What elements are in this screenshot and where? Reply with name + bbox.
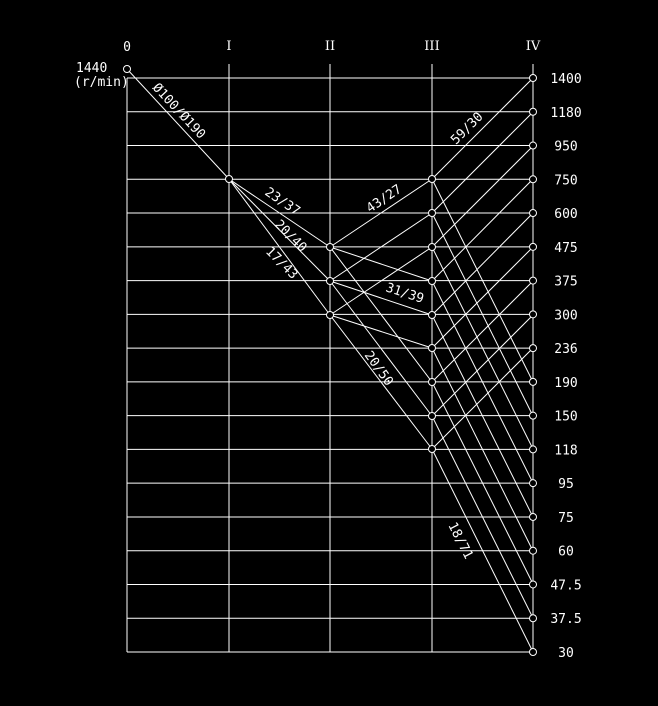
output-node <box>529 74 537 82</box>
speed-label: 375 <box>554 275 577 290</box>
output-node <box>529 242 537 251</box>
ray-II-III-2 <box>329 246 433 282</box>
ray-III-IV-down-2 <box>431 212 534 417</box>
output-node <box>529 175 537 184</box>
output-node <box>529 614 537 623</box>
ray-III-IV-down-3 <box>431 246 534 450</box>
ray-I-II-b <box>228 178 331 282</box>
ray-III-IV-up-7 <box>431 280 534 383</box>
ray-I-II-c <box>228 178 331 316</box>
node-I <box>225 175 233 183</box>
output-node <box>529 479 537 488</box>
node-III-2 <box>428 209 436 217</box>
output-node <box>529 377 537 386</box>
node-input <box>123 65 131 73</box>
axis-label-IV: IV <box>526 39 541 54</box>
speed-label: 1180 <box>550 106 581 121</box>
speed-label: 600 <box>554 207 577 222</box>
speed-label: 300 <box>554 308 577 323</box>
ray-III-IV-down-1 <box>431 178 534 383</box>
ray-II-III-1 <box>329 178 433 248</box>
speed-label: 1400 <box>550 72 581 87</box>
ray-III-IV-up-4 <box>431 178 534 282</box>
speed-label: 750 <box>554 173 577 188</box>
output-node <box>529 512 537 521</box>
speed-label: 60 <box>558 545 574 560</box>
ray-II-III-8 <box>329 314 433 349</box>
ratio-label-59-30: 59/30 <box>448 110 486 148</box>
ray-III-IV-up-6 <box>431 246 534 349</box>
node-III-7 <box>428 378 436 386</box>
node-III-8 <box>428 412 436 420</box>
ray-III-IV-up-5 <box>431 212 534 316</box>
speed-label: 95 <box>558 477 574 492</box>
output-node <box>529 580 537 589</box>
axis-label-I: I <box>226 39 231 54</box>
node-III-6 <box>428 344 436 352</box>
ray-III-IV-up-8 <box>431 314 534 417</box>
ray-II-III-7 <box>329 246 433 316</box>
transmission-lines <box>126 68 534 653</box>
ray-III-IV-down-8 <box>431 415 534 619</box>
speed-label: 118 <box>554 443 577 458</box>
ray-III-IV-down-9 <box>431 448 534 653</box>
node-III-1 <box>428 175 436 183</box>
output-node <box>529 107 537 116</box>
speed-grid <box>126 64 534 652</box>
speed-label: 236 <box>554 342 577 357</box>
node-II-1 <box>326 243 334 251</box>
node-III-9 <box>428 445 436 453</box>
ray-pulley <box>126 68 230 180</box>
speed-nodes <box>123 65 436 453</box>
output-nodes <box>529 74 537 656</box>
ratio-label-20-50: 20/50 <box>361 349 396 389</box>
speed-labels: 1400 1180 950 750 600 475 375 300 236 190 150 118 95… <box>550 72 581 661</box>
ratio-label-31-39: 31/39 <box>384 281 426 307</box>
speed-label: 47.5 <box>550 578 581 593</box>
output-node <box>529 648 537 656</box>
output-node <box>529 344 537 353</box>
output-node <box>529 445 537 454</box>
node-III-5 <box>428 311 436 319</box>
output-node <box>529 546 537 555</box>
speed-label: 30 <box>558 646 574 661</box>
node-II-3 <box>326 311 334 319</box>
output-node <box>529 209 537 218</box>
input-speed-value: 1440 <box>76 61 107 76</box>
ray-III-IV-down-4 <box>431 280 534 484</box>
input-speed-unit: (r/min) <box>74 75 129 90</box>
output-node <box>529 411 537 420</box>
ray-III-IV-down-6 <box>431 347 534 552</box>
axis-label-0: 0 <box>123 40 131 55</box>
ray-I-II-a <box>228 178 331 248</box>
speed-label: 75 <box>558 511 574 526</box>
axis-label-II: II <box>325 39 335 54</box>
node-III-3 <box>428 243 436 251</box>
ray-III-IV-up-1 <box>431 77 534 180</box>
ray-II-III-5 <box>329 280 433 316</box>
node-II-2 <box>326 277 334 285</box>
ray-III-IV-up-9 <box>431 347 534 450</box>
speed-label: 37.5 <box>550 612 581 627</box>
output-node <box>529 276 537 285</box>
speed-label: 475 <box>554 241 577 256</box>
speed-label: 150 <box>554 410 577 425</box>
speed-label: 190 <box>554 376 577 391</box>
ray-III-IV-up-2 <box>431 111 534 214</box>
node-III-4 <box>428 277 436 285</box>
ray-III-IV-down-5 <box>431 314 534 518</box>
axis-label-III: III <box>424 39 439 54</box>
ray-II-III-9 <box>329 314 433 450</box>
ray-III-IV-down-7 <box>431 381 534 585</box>
ray-III-IV-up-3 <box>431 145 534 248</box>
ratio-label-23-37: 23/37 <box>262 185 303 219</box>
output-node <box>529 310 537 319</box>
speed-label: 950 <box>554 140 577 155</box>
output-node <box>529 141 537 150</box>
ray-II-III-4 <box>329 212 433 282</box>
